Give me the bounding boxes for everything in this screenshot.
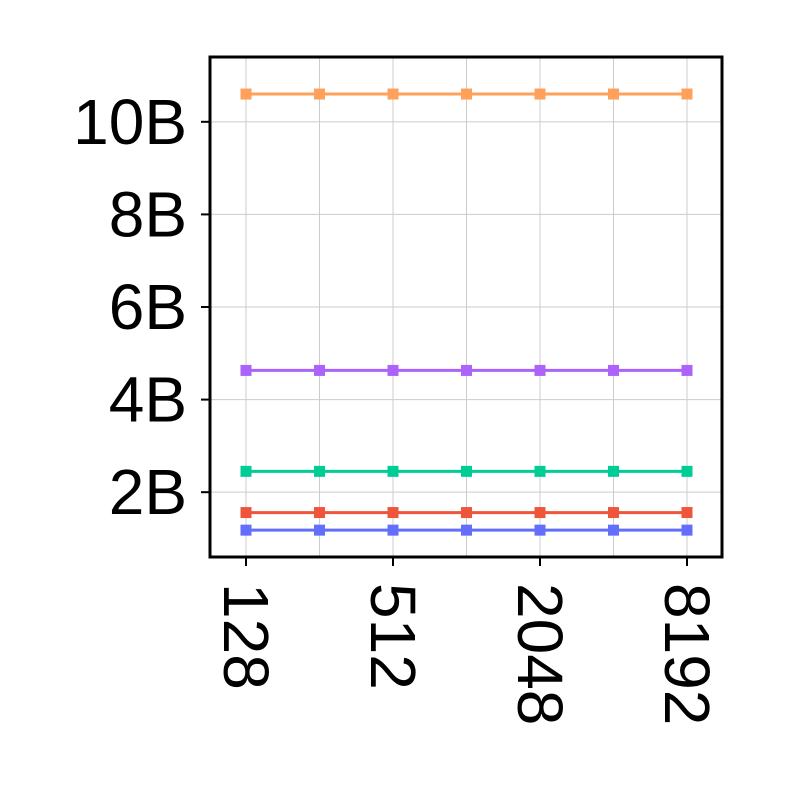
data-point (681, 507, 693, 519)
data-point (608, 507, 619, 519)
y-tick-label: 6B (109, 271, 187, 343)
series-1 (240, 364, 693, 376)
data-point (534, 524, 546, 536)
data-point (314, 507, 325, 519)
data-point (387, 507, 399, 519)
data-point (240, 524, 252, 536)
y-tick-label: 4B (109, 364, 187, 436)
data-point (461, 524, 472, 536)
data-point (534, 465, 546, 477)
data-point (534, 364, 546, 376)
data-point (461, 88, 472, 100)
data-point (387, 88, 399, 100)
data-point (314, 465, 325, 477)
y-tick-label: 2B (109, 456, 187, 528)
x-tick-label: 8192 (651, 583, 723, 725)
data-point (387, 465, 399, 477)
series-2 (240, 465, 693, 477)
data-point (681, 88, 693, 100)
data-point (608, 88, 619, 100)
axes: 2B 4B 6B 8B 10B 128 512 2048 8192 (73, 86, 723, 726)
series-layer (240, 88, 693, 536)
x-tick-label: 512 (357, 583, 429, 690)
data-point (240, 465, 252, 477)
data-point (240, 88, 252, 100)
data-point (461, 465, 472, 477)
data-point (240, 364, 252, 376)
data-point (314, 364, 325, 376)
x-tick-label: 2048 (504, 583, 576, 725)
data-point (240, 507, 252, 519)
series-4 (240, 524, 693, 536)
data-point (461, 364, 472, 376)
data-point (608, 465, 619, 477)
y-tick-label: 10B (73, 86, 187, 158)
grid (210, 57, 722, 557)
data-point (314, 524, 325, 536)
y-tick-label: 8B (109, 178, 187, 250)
data-point (534, 88, 546, 100)
series-0 (240, 88, 693, 100)
data-point (461, 507, 472, 519)
data-point (314, 88, 325, 100)
data-point (387, 524, 399, 536)
series-3 (240, 507, 693, 519)
data-point (387, 364, 399, 376)
data-point (681, 465, 693, 477)
data-point (681, 524, 693, 536)
data-point (534, 507, 546, 519)
x-tick-label: 128 (210, 583, 282, 690)
data-point (608, 364, 619, 376)
data-point (681, 364, 693, 376)
data-point (608, 524, 619, 536)
